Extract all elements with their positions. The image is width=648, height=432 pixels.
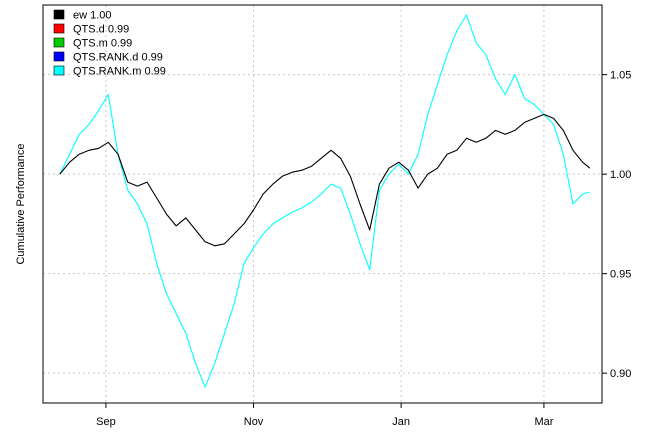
legend-swatch <box>53 23 65 34</box>
y-axis: 0.90 0.95 1.00 1.05 <box>602 70 631 380</box>
x-tick-label: Sep <box>96 416 116 428</box>
legend-entry-label: QTS.RANK.m 0.99 <box>73 66 166 78</box>
y-tick-label: 0.90 <box>610 368 631 380</box>
legend-swatch <box>53 65 65 76</box>
legend-entry-label: QTS.m 0.99 <box>73 38 132 50</box>
grid <box>43 5 602 403</box>
legend: ew 1.00 QTS.d 0.99 QTS.m 0.99 QTS.RANK.d 0.… <box>53 9 166 78</box>
series-line-ew <box>59 113 591 247</box>
legend-swatch <box>53 51 65 62</box>
legend-entry-label: ew 1.00 <box>73 10 112 22</box>
series-lines <box>59 14 591 388</box>
x-tick-label: Mar <box>534 416 553 428</box>
legend-entry-label: QTS.d 0.99 <box>73 24 129 36</box>
y-tick-label: 1.00 <box>610 169 631 181</box>
x-tick-label: Jan <box>392 416 410 428</box>
plot-frame <box>42 4 603 404</box>
y-tick-label: 1.05 <box>610 70 631 82</box>
legend-swatch <box>53 9 65 20</box>
x-tick-label: Nov <box>244 416 264 428</box>
legend-swatch <box>53 37 65 48</box>
x-axis: Sep Nov Jan Mar <box>96 403 554 428</box>
y-axis-label: Cumulative Performance <box>15 143 27 264</box>
legend-entry-label: QTS.RANK.d 0.99 <box>73 52 163 64</box>
y-tick-label: 0.95 <box>610 269 631 281</box>
series-line-qts-rank-m <box>59 14 591 388</box>
